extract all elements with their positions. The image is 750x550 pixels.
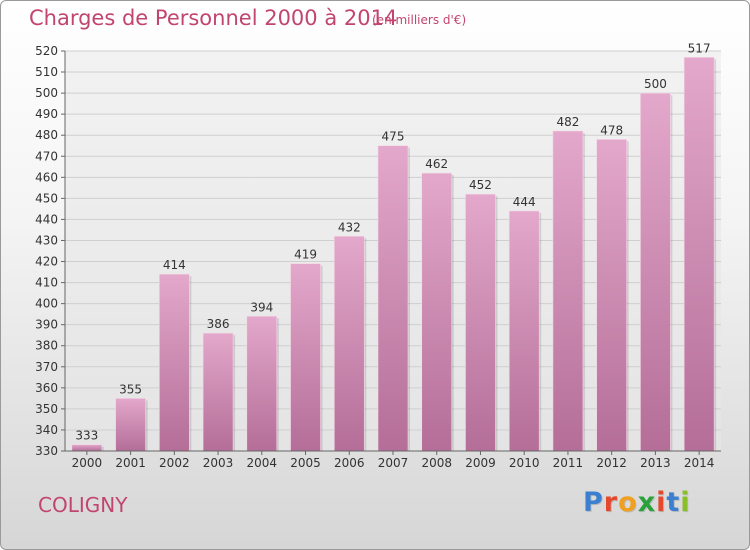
y-tick-label: 370: [35, 360, 58, 374]
bar-value-label: 475: [382, 130, 405, 144]
bar-value-label: 517: [688, 41, 711, 55]
y-tick-label: 460: [35, 170, 58, 184]
x-tick-label: 2006: [334, 456, 365, 470]
proxiti-logo: Proxiti: [583, 487, 691, 518]
bar: [333, 235, 365, 452]
y-tick-label: 440: [35, 212, 58, 226]
y-tick-label: 420: [35, 255, 58, 269]
y-tick-label: 450: [35, 191, 58, 205]
bar: [508, 210, 540, 452]
bar: [159, 273, 190, 452]
bar-value-label: 432: [338, 220, 361, 234]
y-tick-label: 430: [35, 233, 58, 247]
y-tick-label: 510: [35, 65, 58, 79]
bar-value-label: 444: [513, 195, 536, 209]
bar: [596, 139, 627, 452]
logo-letter: r: [603, 487, 619, 518]
chart-title: Charges de Personnel 2000 à 2014: [29, 6, 398, 30]
x-tick-label: 2009: [465, 456, 496, 470]
y-tick-label: 330: [35, 444, 58, 458]
logo-letter: i: [656, 487, 667, 518]
logo-letter: i: [680, 487, 691, 518]
bar-value-label: 414: [163, 258, 186, 272]
bar: [683, 57, 715, 452]
bar: [421, 172, 453, 452]
commune-name: COLIGNY: [38, 493, 128, 517]
logo-letter: x: [637, 487, 657, 518]
bar: [202, 332, 234, 452]
x-tick-label: 2012: [596, 456, 627, 470]
bar-value-label: 419: [294, 248, 317, 262]
y-tick-label: 410: [35, 276, 58, 290]
y-tick-label: 480: [35, 128, 58, 142]
bar-value-label: 482: [556, 115, 579, 129]
x-tick-label: 2007: [378, 456, 409, 470]
logo-letter: t: [666, 487, 681, 518]
bar: [246, 315, 278, 452]
chart-unit-label: (en milliers d'€): [372, 13, 467, 27]
y-tick-label: 340: [35, 423, 58, 437]
y-tick-label: 360: [35, 381, 58, 395]
bar-value-label: 333: [75, 429, 98, 443]
x-tick-label: 2000: [72, 456, 103, 470]
y-tick-label: 350: [35, 402, 58, 416]
x-tick-label: 2013: [640, 456, 671, 470]
bar-value-label: 386: [207, 317, 230, 331]
bar: [115, 398, 146, 452]
bar: [640, 92, 671, 452]
x-tick-label: 2010: [509, 456, 540, 470]
x-tick-label: 2002: [159, 456, 190, 470]
x-tick-label: 2014: [684, 456, 715, 470]
y-tick-label: 500: [35, 86, 58, 100]
logo-letter: o: [618, 487, 638, 518]
x-tick-label: 2008: [421, 456, 452, 470]
x-tick-label: 2004: [247, 456, 278, 470]
bar: [290, 263, 321, 452]
bar: [71, 444, 103, 452]
x-tick-label: 2011: [553, 456, 584, 470]
x-tick-label: 2003: [203, 456, 234, 470]
bar-value-label: 478: [600, 123, 623, 137]
y-tick-label: 520: [35, 44, 58, 58]
logo-letter: P: [583, 487, 604, 518]
y-tick-label: 400: [35, 297, 58, 311]
bar-value-label: 462: [425, 157, 448, 171]
y-tick-label: 470: [35, 149, 58, 163]
bar-value-label: 500: [644, 77, 667, 91]
bar: [552, 130, 584, 452]
y-tick-label: 390: [35, 318, 58, 332]
bar: [377, 145, 409, 452]
y-tick-label: 380: [35, 339, 58, 353]
bar-value-label: 452: [469, 178, 492, 192]
x-tick-label: 2005: [290, 456, 321, 470]
y-tick-label: 490: [35, 107, 58, 121]
x-tick-label: 2001: [115, 456, 146, 470]
bar: [465, 193, 496, 452]
bar-value-label: 394: [250, 300, 273, 314]
bar-value-label: 355: [119, 382, 142, 396]
